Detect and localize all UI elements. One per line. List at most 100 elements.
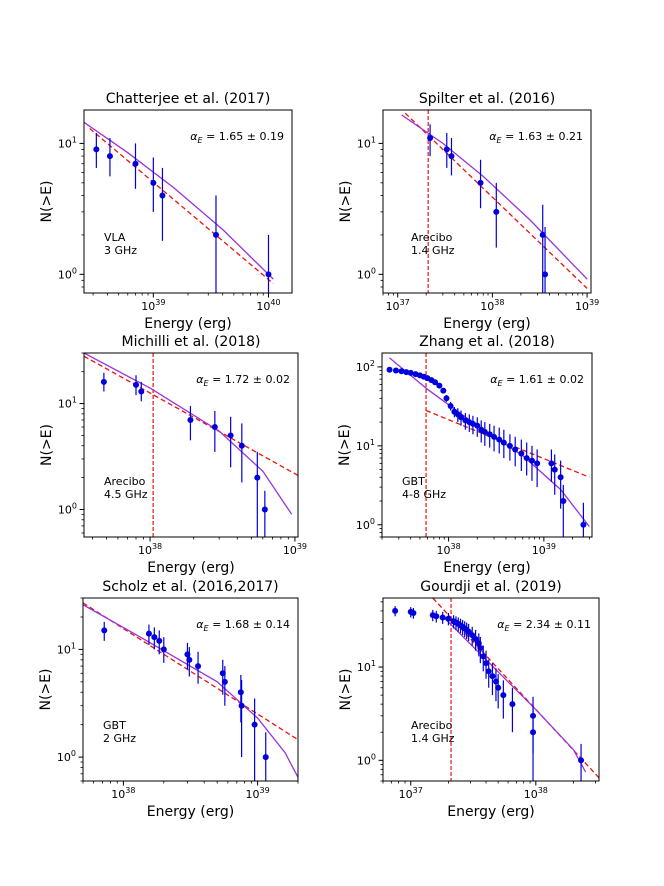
data-point <box>447 402 454 409</box>
chart-panel-3: Michilli et al. (2018)Energy (erg)N(>E)1… <box>39 334 307 576</box>
data-point <box>150 179 157 186</box>
data-point <box>254 474 261 481</box>
axes-frame <box>381 352 593 538</box>
telescope-label: 3 GHz <box>104 244 137 257</box>
data-point <box>138 388 145 395</box>
data-point <box>491 433 498 440</box>
chart-title: Scholz et al. (2016,2017) <box>102 579 278 595</box>
data-point <box>492 678 499 685</box>
data-point <box>518 450 525 457</box>
data-point <box>261 506 268 513</box>
y-tick-label: 100 <box>356 517 375 532</box>
data-point <box>251 721 258 728</box>
data-point <box>495 684 502 691</box>
data-point <box>557 474 564 481</box>
alpha-annotation: αE = 1.68 ± 0.14 <box>196 618 290 633</box>
x-tick-label: 1038 <box>480 298 504 313</box>
chart-panel-4: Zhang et al. (2018) Energy (erg) N(>E) 1038… <box>337 334 593 576</box>
alpha-annotation: αE = 1.63 ± 0.21 <box>489 130 583 145</box>
data-point <box>100 378 107 385</box>
data-point <box>512 446 519 453</box>
data-point <box>407 369 414 376</box>
data-point <box>262 754 269 761</box>
data-point <box>486 431 493 438</box>
chart-title: Michilli et al. (2018) <box>121 334 260 350</box>
power-law-line <box>89 128 274 285</box>
data-point <box>578 757 585 764</box>
data-point <box>474 422 481 429</box>
x-axis-label: Energy (erg) <box>147 804 234 820</box>
fit-curve <box>83 604 298 778</box>
axes-frame <box>83 109 293 294</box>
data-point <box>443 146 450 153</box>
data-point <box>432 379 439 386</box>
telescope-label: GBT <box>402 475 425 488</box>
data-point <box>530 729 537 736</box>
axes-frame <box>382 597 600 782</box>
telescope-label: 4.5 GHz <box>104 488 148 501</box>
y-tick-label: 101 <box>357 659 376 674</box>
x-tick-label: 1037 <box>386 298 410 313</box>
y-axis-label: N(>E) <box>38 669 54 711</box>
axes-frame <box>83 352 299 538</box>
chart-panel-2: Spilter et al. (2016) Energy (erg) N(>E) 10… <box>338 91 599 332</box>
data-point <box>496 436 503 443</box>
y-tick-label: 101 <box>57 641 76 656</box>
data-point <box>445 615 452 622</box>
data-point <box>480 653 487 660</box>
plot-area <box>392 598 599 781</box>
data-point <box>238 702 245 709</box>
x-tick-label: 1038 <box>437 542 461 557</box>
telescope-label: Arecibo <box>411 719 453 732</box>
data-point <box>493 208 500 215</box>
x-tick-label: 1038 <box>138 542 162 557</box>
y-tick-label: 100 <box>357 752 376 767</box>
data-point <box>542 271 549 278</box>
x-axis-label: Energy (erg) <box>443 560 530 576</box>
x-tick-label: 1037 <box>399 786 423 801</box>
data-point <box>469 632 476 639</box>
data-point <box>509 701 516 708</box>
y-tick-label: 100 <box>357 266 376 281</box>
data-point <box>481 428 488 435</box>
x-axis-label: Energy (erg) <box>447 804 534 820</box>
data-point <box>534 460 541 467</box>
x-tick-label: 1039 <box>246 786 270 801</box>
fit-curve <box>84 353 293 515</box>
data-point <box>560 498 567 505</box>
y-axis-label: N(>E) <box>337 424 353 466</box>
data-point <box>398 368 405 375</box>
x-tick-label: 1039 <box>532 542 556 557</box>
data-point <box>392 607 399 614</box>
data-point <box>448 153 455 160</box>
data-point <box>489 673 496 680</box>
x-tick-label: 1038 <box>111 786 135 801</box>
telescope-label: 2 GHz <box>103 732 136 745</box>
data-point <box>133 381 140 388</box>
data-point <box>477 179 484 186</box>
y-tick-label: 100 <box>58 501 77 516</box>
y-tick-label: 100 <box>58 266 77 281</box>
x-tick-label: 1038 <box>524 786 548 801</box>
fit-curve <box>84 121 274 280</box>
x-tick-label: 1039 <box>283 542 307 557</box>
telescope-label: Arecibo <box>411 231 453 244</box>
y-tick-label: 101 <box>58 396 77 411</box>
data-point <box>523 455 530 462</box>
data-point <box>439 614 446 621</box>
telescope-label: GBT <box>103 719 126 732</box>
chart-title: Spilter et al. (2016) <box>419 91 555 107</box>
data-point <box>506 442 513 449</box>
data-point <box>159 192 166 199</box>
fit-curve <box>401 114 588 280</box>
data-point <box>458 414 465 421</box>
y-axis-label: N(>E) <box>39 181 55 223</box>
alpha-annotation: αE = 1.72 ± 0.02 <box>196 373 290 388</box>
chart-panel-5: Scholz et al. (2016,2017) Energy (erg) N(>… <box>38 579 299 820</box>
data-point <box>106 153 113 160</box>
data-point <box>548 460 555 467</box>
x-tick-label: 1040 <box>256 298 280 313</box>
chart-title: Zhang et al. (2018) <box>419 334 555 350</box>
power-law-line <box>404 112 588 289</box>
